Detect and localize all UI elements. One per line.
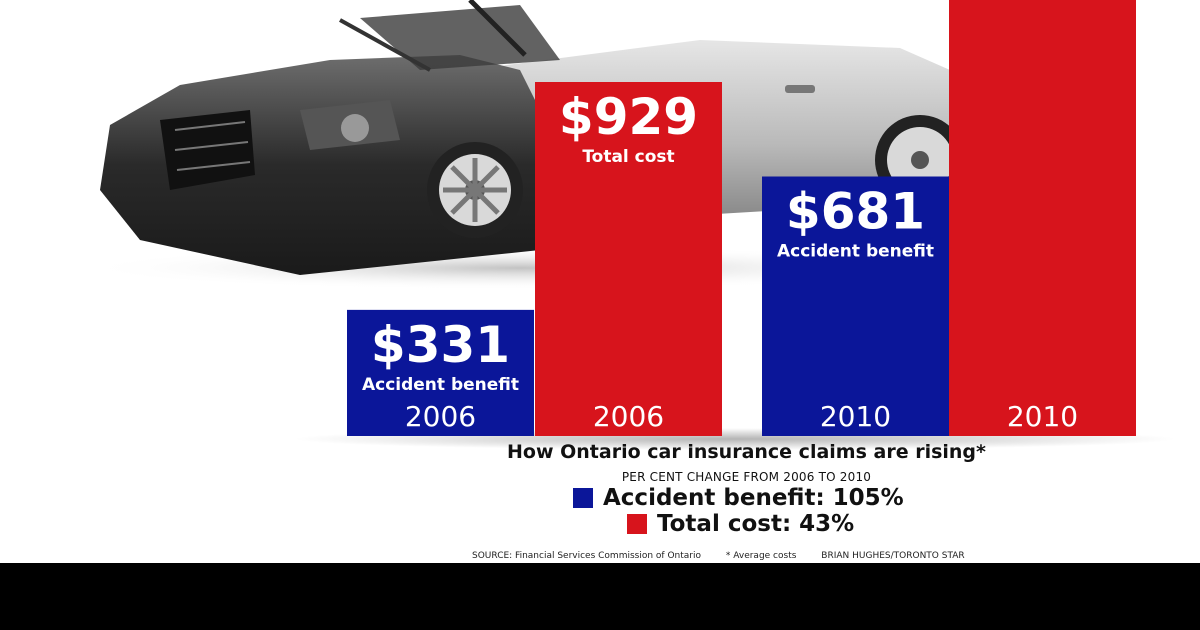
bar-value-label: $681 [786, 183, 925, 241]
legend-item-accident-benefit: Accident benefit: 105% [573, 485, 904, 511]
credit-text: BRIAN HUGHES/TORONTO STAR [821, 551, 965, 561]
bar-series-label: Accident benefit [777, 242, 934, 262]
legend-swatch-blue [573, 488, 593, 508]
source-text: SOURCE: Financial Services Commission of… [472, 551, 701, 561]
bar-series-label: Accident benefit [362, 375, 519, 395]
chart-title: How Ontario car insurance claims are ris… [507, 441, 986, 463]
bar-total-cost-2006 [535, 82, 722, 436]
bar-accident-benefit-2010 [762, 176, 949, 436]
bar-value-label: $929 [559, 88, 698, 146]
bar-year-label: 2010 [1007, 400, 1078, 433]
bar-total-cost-2010 [949, 0, 1136, 436]
legend-label: Total cost: 43% [657, 511, 855, 537]
bar-year-label: 2006 [405, 400, 476, 433]
bar-value-label: $331 [371, 316, 510, 374]
bar-accident-benefit-2006 [347, 309, 534, 436]
legend-label: Accident benefit: 105% [603, 485, 904, 511]
bar-series-label: Total cost [582, 147, 674, 167]
footer: SOURCE: Financial Services Commission of… [472, 551, 987, 561]
footnote-text: * Average costs [725, 551, 797, 561]
legend-item-total-cost: Total cost: 43% [627, 511, 854, 537]
bar-year-label: 2010 [820, 400, 891, 433]
bar-year-label: 2006 [593, 400, 664, 433]
legend-swatch-red [627, 514, 647, 534]
bottom-black-band [0, 563, 1200, 630]
chart-subtitle: PER CENT CHANGE FROM 2006 TO 2010 [621, 470, 872, 484]
